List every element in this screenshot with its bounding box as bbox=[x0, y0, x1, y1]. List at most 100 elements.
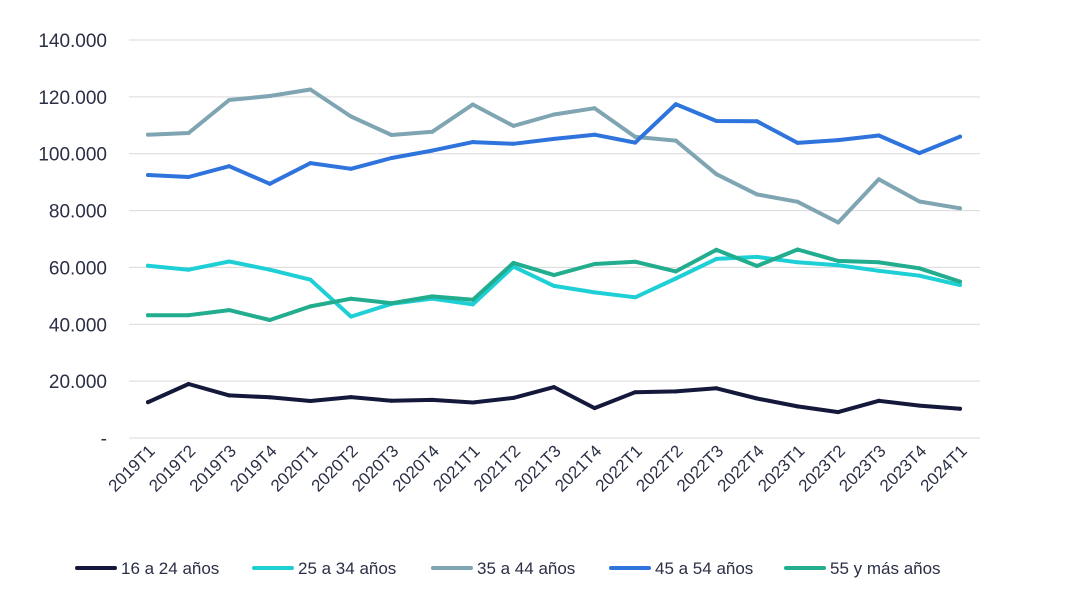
data-point bbox=[511, 395, 516, 400]
data-point bbox=[186, 130, 191, 135]
y-tick-label: 100.000 bbox=[38, 145, 107, 166]
data-point bbox=[755, 396, 759, 401]
data-point bbox=[186, 267, 191, 272]
data-point bbox=[227, 259, 232, 264]
y-tick-label: 40.000 bbox=[49, 315, 107, 336]
data-point bbox=[227, 308, 232, 313]
x-axis-ticks: 2019T12019T22019T32019T42020T12020T22020… bbox=[105, 441, 971, 495]
data-point bbox=[308, 399, 313, 404]
data-point bbox=[633, 295, 638, 300]
data-point bbox=[958, 134, 962, 139]
series-group bbox=[146, 102, 962, 186]
data-point bbox=[592, 290, 597, 295]
data-point bbox=[876, 260, 881, 265]
data-point bbox=[795, 140, 800, 145]
data-point bbox=[876, 177, 881, 182]
legend-label: 35 a 44 años bbox=[477, 559, 575, 578]
data-point bbox=[267, 94, 272, 99]
legend-item: 45 a 54 años bbox=[609, 559, 753, 578]
legend-label: 16 a 24 años bbox=[121, 559, 219, 578]
data-point bbox=[958, 283, 962, 288]
legend-label: 25 a 34 años bbox=[298, 559, 396, 578]
series-line bbox=[146, 87, 962, 225]
legend-label: 55 y más años bbox=[830, 559, 941, 578]
data-point bbox=[714, 172, 719, 177]
data-point bbox=[795, 247, 800, 252]
data-point bbox=[795, 199, 800, 204]
data-point bbox=[349, 114, 353, 119]
data-point bbox=[470, 140, 475, 145]
y-axis-ticks: - 20.000 40.000 60.000 80.000 100.000 120.000 1… bbox=[38, 31, 107, 450]
series-group bbox=[146, 247, 962, 323]
data-point bbox=[470, 400, 475, 405]
data-point bbox=[308, 87, 313, 92]
data-point bbox=[552, 283, 556, 288]
data-point bbox=[227, 97, 232, 102]
data-point bbox=[876, 268, 881, 273]
data-point bbox=[836, 258, 841, 263]
data-point bbox=[836, 410, 841, 415]
series-group bbox=[146, 381, 962, 415]
data-point bbox=[876, 398, 881, 403]
data-point bbox=[592, 132, 597, 137]
data-point bbox=[267, 395, 272, 400]
data-point bbox=[592, 106, 597, 111]
data-point bbox=[511, 141, 516, 146]
data-point bbox=[755, 192, 759, 197]
data-point bbox=[552, 112, 556, 117]
data-point bbox=[714, 256, 719, 261]
data-point bbox=[389, 398, 394, 403]
data-point bbox=[470, 302, 475, 307]
data-point bbox=[146, 173, 150, 178]
data-point bbox=[430, 294, 435, 299]
data-point bbox=[146, 400, 150, 405]
data-point bbox=[714, 119, 719, 124]
data-point bbox=[917, 199, 922, 204]
data-point bbox=[795, 404, 800, 409]
data-point bbox=[349, 166, 353, 171]
data-point bbox=[836, 220, 841, 225]
data-point bbox=[958, 406, 962, 411]
y-tick-label: 20.000 bbox=[49, 372, 107, 393]
data-point bbox=[552, 273, 556, 278]
data-point bbox=[349, 395, 353, 400]
data-point bbox=[470, 297, 475, 302]
data-point bbox=[917, 266, 922, 271]
y-tick-label: 80.000 bbox=[49, 202, 107, 223]
data-point bbox=[511, 123, 516, 128]
data-point bbox=[146, 132, 150, 137]
data-point bbox=[755, 119, 759, 124]
data-point bbox=[592, 262, 597, 267]
data-point bbox=[592, 406, 597, 411]
data-point bbox=[146, 263, 150, 268]
y-tick-label: 120.000 bbox=[38, 88, 107, 109]
data-point bbox=[186, 175, 191, 180]
data-point bbox=[673, 389, 678, 394]
legend-item: 35 a 44 años bbox=[431, 559, 575, 578]
data-point bbox=[795, 260, 800, 265]
data-point bbox=[227, 393, 232, 398]
data-point bbox=[267, 267, 272, 272]
data-point bbox=[552, 136, 556, 141]
data-point bbox=[958, 279, 962, 284]
data-point bbox=[714, 247, 719, 252]
data-point bbox=[146, 313, 150, 318]
y-tick-label: - bbox=[101, 429, 107, 450]
data-point bbox=[430, 148, 435, 153]
data-point bbox=[186, 381, 191, 386]
data-point bbox=[633, 390, 638, 395]
data-point bbox=[389, 132, 394, 137]
data-point bbox=[470, 102, 475, 107]
data-point bbox=[349, 296, 353, 301]
data-point bbox=[349, 314, 353, 319]
data-point bbox=[308, 161, 313, 166]
legend-item: 55 y más años bbox=[784, 559, 941, 578]
data-point bbox=[836, 138, 841, 143]
legend: 16 a 24 años 25 a 34 años 35 a 44 años 45 a… bbox=[75, 559, 941, 578]
data-point bbox=[633, 140, 638, 145]
data-point bbox=[876, 133, 881, 138]
data-point bbox=[755, 254, 759, 259]
series-lines bbox=[146, 87, 962, 415]
